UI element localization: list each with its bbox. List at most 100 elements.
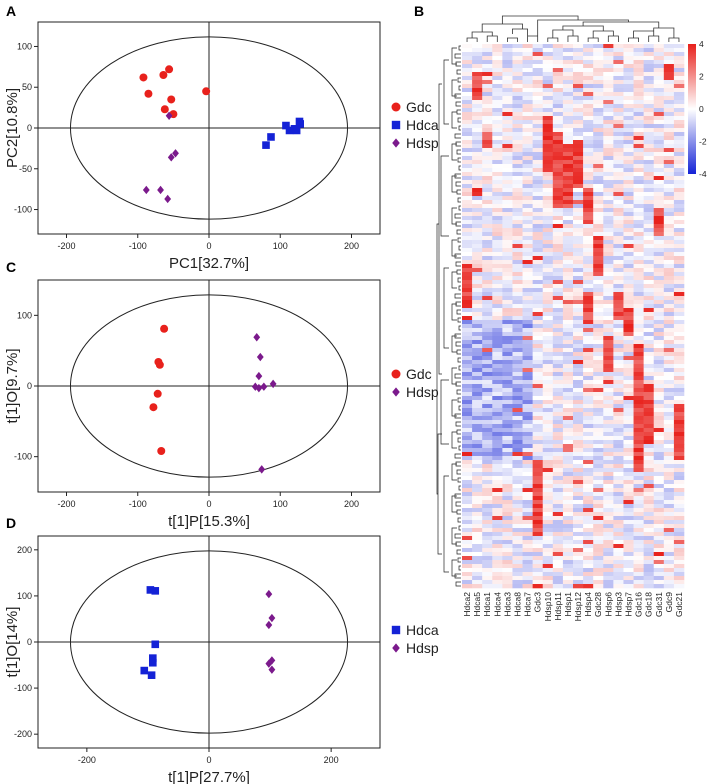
heatmap-cell <box>502 116 513 121</box>
heatmap-cell <box>573 400 584 405</box>
heatmap-cell <box>613 68 624 73</box>
heatmap-cell <box>633 412 644 417</box>
heatmap-cell <box>542 372 554 377</box>
heatmap-cell <box>603 180 614 185</box>
heatmap-cell <box>542 68 554 73</box>
heatmap-cell <box>552 136 564 141</box>
heatmap-cell <box>583 188 594 193</box>
heatmap-cell <box>492 124 503 129</box>
heatmap-cell <box>532 444 544 449</box>
heatmap-cell <box>583 64 594 69</box>
heatmap-cell <box>482 316 493 321</box>
heatmap-cell <box>472 456 483 461</box>
heatmap-cell <box>633 520 644 525</box>
heatmap-cell <box>663 196 675 201</box>
heatmap-cell <box>663 224 675 229</box>
heatmap-cell <box>522 268 533 273</box>
heatmap-cell <box>522 92 533 97</box>
heatmap-cell <box>593 584 604 589</box>
heatmap-cell <box>552 504 564 509</box>
heatmap-cell <box>532 504 544 509</box>
heatmap-cell <box>663 436 675 441</box>
heatmap-cell <box>643 288 655 293</box>
heatmap-cell <box>552 224 564 229</box>
heatmap-cell <box>583 416 594 421</box>
heatmap-cell <box>562 356 574 361</box>
heatmap-cell <box>643 356 655 361</box>
heatmap-cell <box>562 52 574 57</box>
heatmap-cell <box>502 556 513 561</box>
heatmap-cell <box>663 392 675 397</box>
heatmap-cell <box>593 580 604 585</box>
heatmap-cell <box>663 544 675 549</box>
heatmap-cell <box>593 540 604 545</box>
heatmap-cell <box>532 320 544 325</box>
heatmap-cell <box>482 56 493 61</box>
heatmap-cell <box>613 432 624 437</box>
heatmap-cell <box>573 464 584 469</box>
heatmap-cell <box>603 232 614 237</box>
heatmap-cell <box>532 160 544 165</box>
heatmap-cell <box>532 324 544 329</box>
heatmap-cell <box>542 460 554 465</box>
heatmap-cell <box>613 336 624 341</box>
heatmap-cell <box>613 568 624 573</box>
heatmap-cell <box>583 452 594 457</box>
heatmap-cell <box>462 580 473 585</box>
heatmap-cell <box>482 380 493 385</box>
heatmap-cell <box>502 504 513 509</box>
heatmap-cell <box>462 540 473 545</box>
heatmap-cell <box>492 160 503 165</box>
heatmap-cell <box>573 360 584 365</box>
heatmap-cell <box>593 536 604 541</box>
heatmap-cell <box>593 352 604 357</box>
heatmap-cell <box>593 116 604 121</box>
heatmap-cell <box>552 512 564 517</box>
heatmap-cell <box>512 452 523 457</box>
heatmap-cell <box>573 428 584 433</box>
heatmap-cell <box>502 336 513 341</box>
heatmap-cell <box>502 64 513 69</box>
heatmap-cell <box>502 220 513 225</box>
heatmap-cell <box>512 180 523 185</box>
heatmap-cell <box>613 120 624 125</box>
heatmap-cell <box>562 528 574 533</box>
heatmap-cell <box>603 52 614 57</box>
heatmap-column-label: Hdsp11 <box>553 592 563 621</box>
heatmap-cell <box>653 324 665 329</box>
heatmap-cell <box>562 452 574 457</box>
heatmap-cell <box>573 132 584 137</box>
heatmap-cell <box>603 352 614 357</box>
heatmap-cell <box>512 440 523 445</box>
heatmap-cell <box>542 452 554 457</box>
heatmap-cell <box>583 360 594 365</box>
heatmap-cell <box>583 228 594 233</box>
heatmap-cell <box>623 408 634 413</box>
heatmap-cell <box>532 176 544 181</box>
heatmap-cell <box>663 512 675 517</box>
heatmap-cell <box>573 280 584 285</box>
heatmap-cell <box>552 116 564 121</box>
heatmap-cell <box>583 220 594 225</box>
panel-a-point-gdc <box>165 65 174 74</box>
heatmap-cell <box>492 500 503 505</box>
heatmap-cell <box>472 100 483 105</box>
heatmap-cell <box>522 172 533 177</box>
heatmap-cell <box>593 296 604 301</box>
heatmap-cell <box>573 584 584 589</box>
heatmap-cell <box>593 84 604 89</box>
heatmap-cell <box>502 44 513 49</box>
heatmap-cell <box>472 380 483 385</box>
heatmap-cell <box>562 540 574 545</box>
heatmap-cell <box>492 88 503 93</box>
heatmap-cell <box>623 216 634 221</box>
heatmap-cell <box>552 548 564 553</box>
heatmap-cell <box>623 544 634 549</box>
heatmap-cell <box>512 488 523 493</box>
heatmap-cell <box>562 384 574 389</box>
heatmap-cell <box>552 128 564 133</box>
heatmap-cell <box>462 548 473 553</box>
heatmap-cell <box>552 472 564 477</box>
heatmap-cell <box>613 516 624 521</box>
heatmap-cell <box>663 104 675 109</box>
